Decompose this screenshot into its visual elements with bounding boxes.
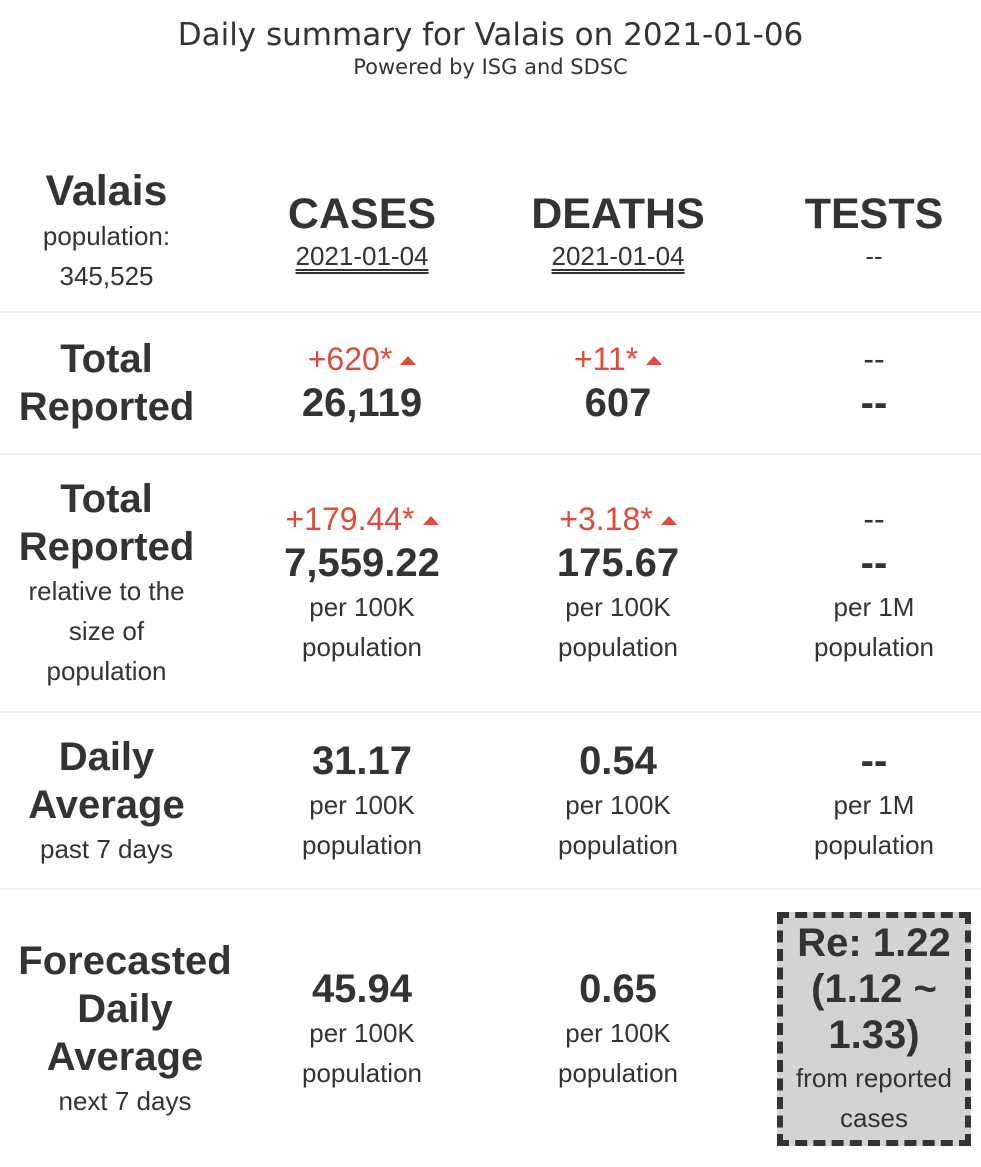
tests-column-title: TESTS bbox=[804, 189, 944, 238]
row-label-line: Average bbox=[46, 1034, 204, 1079]
increase-triangle-icon bbox=[400, 356, 417, 365]
delta-text: +179.44* bbox=[285, 501, 415, 537]
relative-cases-cell: +179.44* 7,559.22 per 100K population bbox=[234, 455, 490, 711]
total-tests-value: -- bbox=[860, 381, 888, 425]
unit-line: per 100K bbox=[309, 789, 415, 820]
forecast-cases-cell: 45.94 per 100K population bbox=[234, 890, 490, 1167]
relative-tests-cell: -- -- per 1M population bbox=[746, 455, 981, 711]
row-note-line: relative to the bbox=[28, 576, 185, 606]
daily-deaths-cell: 0.54 per 100K population bbox=[490, 713, 746, 888]
re-interval-high: 1.33) bbox=[828, 1013, 920, 1057]
population-value: 345,525 bbox=[59, 260, 154, 291]
row-label-line: Reported bbox=[18, 385, 195, 429]
re-note-line: cases bbox=[840, 1103, 908, 1133]
deaths-header: DEATHS 2021-01-04 bbox=[490, 150, 746, 311]
unit-line: per 100K bbox=[565, 789, 671, 820]
daily-cases-cell: 31.17 per 100K population bbox=[234, 713, 490, 888]
row-label-line: Total bbox=[60, 337, 153, 381]
re-note-line: from reported bbox=[795, 1063, 953, 1093]
forecast-row: Forecasted Daily Average next 7 days 45.… bbox=[0, 890, 981, 1167]
total-deaths-value: 607 bbox=[584, 381, 652, 425]
page-title: Daily summary for Valais on 2021-01-06 bbox=[177, 17, 804, 53]
unit-line: per 1M bbox=[833, 789, 915, 820]
daily-average-row: Daily Average past 7 days 31.17 per 100K… bbox=[0, 713, 981, 890]
column-header-row: Valais population: 345,525 CASES 2021-01… bbox=[0, 150, 981, 313]
row-note-line: population bbox=[46, 656, 167, 686]
unit-line: population bbox=[814, 829, 934, 860]
total-deaths-cell: +11* 607 bbox=[490, 313, 746, 453]
row-note-line: next 7 days bbox=[58, 1085, 192, 1116]
row-label-line: Forecasted bbox=[18, 938, 232, 983]
forecast-deaths-cell: 0.65 per 100K population bbox=[490, 890, 746, 1167]
deaths-column-title: DEATHS bbox=[531, 189, 705, 238]
unit-line: per 100K bbox=[309, 1017, 415, 1048]
row-label-line: Average bbox=[28, 782, 185, 827]
unit-line: population bbox=[558, 829, 678, 860]
daily-tests-value: -- bbox=[860, 738, 888, 783]
unit-line: population bbox=[558, 1057, 678, 1088]
cases-delta: +620* bbox=[308, 339, 417, 379]
total-tests-cell: -- -- bbox=[746, 313, 981, 453]
relative-cases-delta: +179.44* bbox=[285, 499, 439, 539]
daily-tests-cell: -- per 1M population bbox=[746, 713, 981, 888]
row-note-line: past 7 days bbox=[40, 833, 173, 864]
re-value: Re: 1.22 bbox=[797, 921, 951, 965]
total-reported-label: Total Reported bbox=[0, 313, 213, 453]
total-relative-row: Total Reported relative to the size of p… bbox=[0, 455, 981, 713]
unit-line: population bbox=[302, 1057, 422, 1088]
total-cases-value: 26,119 bbox=[301, 381, 423, 425]
row-label-line: Reported bbox=[18, 525, 195, 569]
increase-triangle-icon bbox=[660, 516, 677, 525]
unit-line: per 1M bbox=[833, 592, 915, 622]
forecast-label: Forecasted Daily Average next 7 days bbox=[0, 890, 250, 1167]
forecast-deaths-value: 0.65 bbox=[579, 966, 657, 1011]
total-relative-label: Total Reported relative to the size of p… bbox=[0, 455, 213, 711]
daily-cases-value: 31.17 bbox=[311, 738, 413, 783]
tests-header: TESTS -- bbox=[746, 150, 981, 311]
re-estimate-box: Re: 1.22 (1.12 ~ 1.33) from reported cas… bbox=[777, 912, 971, 1146]
unit-line: population bbox=[302, 632, 422, 662]
forecast-cases-value: 45.94 bbox=[311, 966, 413, 1011]
unit-line: population bbox=[558, 632, 678, 662]
increase-triangle-icon bbox=[422, 516, 439, 525]
relative-deaths-delta: +3.18* bbox=[559, 499, 677, 539]
deaths-delta: +11* bbox=[573, 339, 663, 379]
cases-date-link[interactable]: 2021-01-04 bbox=[295, 240, 429, 271]
row-label-line: Daily bbox=[58, 734, 155, 779]
unit-line: population bbox=[302, 829, 422, 860]
tests-date: -- bbox=[865, 240, 883, 271]
relative-tests-delta: -- bbox=[863, 501, 885, 537]
increase-triangle-icon bbox=[646, 356, 663, 365]
cases-header: CASES 2021-01-04 bbox=[234, 150, 490, 311]
population-label: population: bbox=[42, 220, 171, 251]
delta-text: +3.18* bbox=[559, 501, 653, 537]
unit-line: per 100K bbox=[565, 592, 671, 622]
delta-text: +11* bbox=[573, 341, 639, 377]
unit-line: per 100K bbox=[309, 592, 415, 622]
relative-deaths-value: 175.67 bbox=[556, 541, 680, 585]
relative-deaths-cell: +3.18* 175.67 per 100K population bbox=[490, 455, 746, 711]
relative-tests-value: -- bbox=[860, 541, 888, 585]
unit-line: population bbox=[814, 632, 934, 662]
tests-delta: -- bbox=[863, 341, 885, 377]
re-interval-low: (1.12 ~ bbox=[811, 967, 937, 1011]
delta-text: +620* bbox=[307, 341, 393, 377]
total-cases-cell: +620* 26,119 bbox=[234, 313, 490, 453]
daily-deaths-value: 0.54 bbox=[579, 738, 657, 783]
deaths-date-link[interactable]: 2021-01-04 bbox=[551, 240, 685, 271]
row-note-line: size of bbox=[68, 616, 145, 646]
region-name: Valais bbox=[45, 166, 168, 215]
page-header: Daily summary for Valais on 2021-01-06 P… bbox=[0, 16, 981, 80]
row-label-line: Daily bbox=[77, 986, 173, 1031]
daily-average-label: Daily Average past 7 days bbox=[0, 713, 213, 888]
unit-line: per 100K bbox=[565, 1017, 671, 1048]
row-label-line: Total bbox=[60, 477, 153, 521]
page-subtitle: Powered by ISG and SDSC bbox=[353, 55, 628, 79]
cases-column-title: CASES bbox=[287, 189, 437, 238]
relative-cases-value: 7,559.22 bbox=[284, 541, 440, 585]
region-cell: Valais population: 345,525 bbox=[0, 150, 213, 311]
total-reported-row: Total Reported +620* 26,119 +11* 607 -- … bbox=[0, 313, 981, 455]
